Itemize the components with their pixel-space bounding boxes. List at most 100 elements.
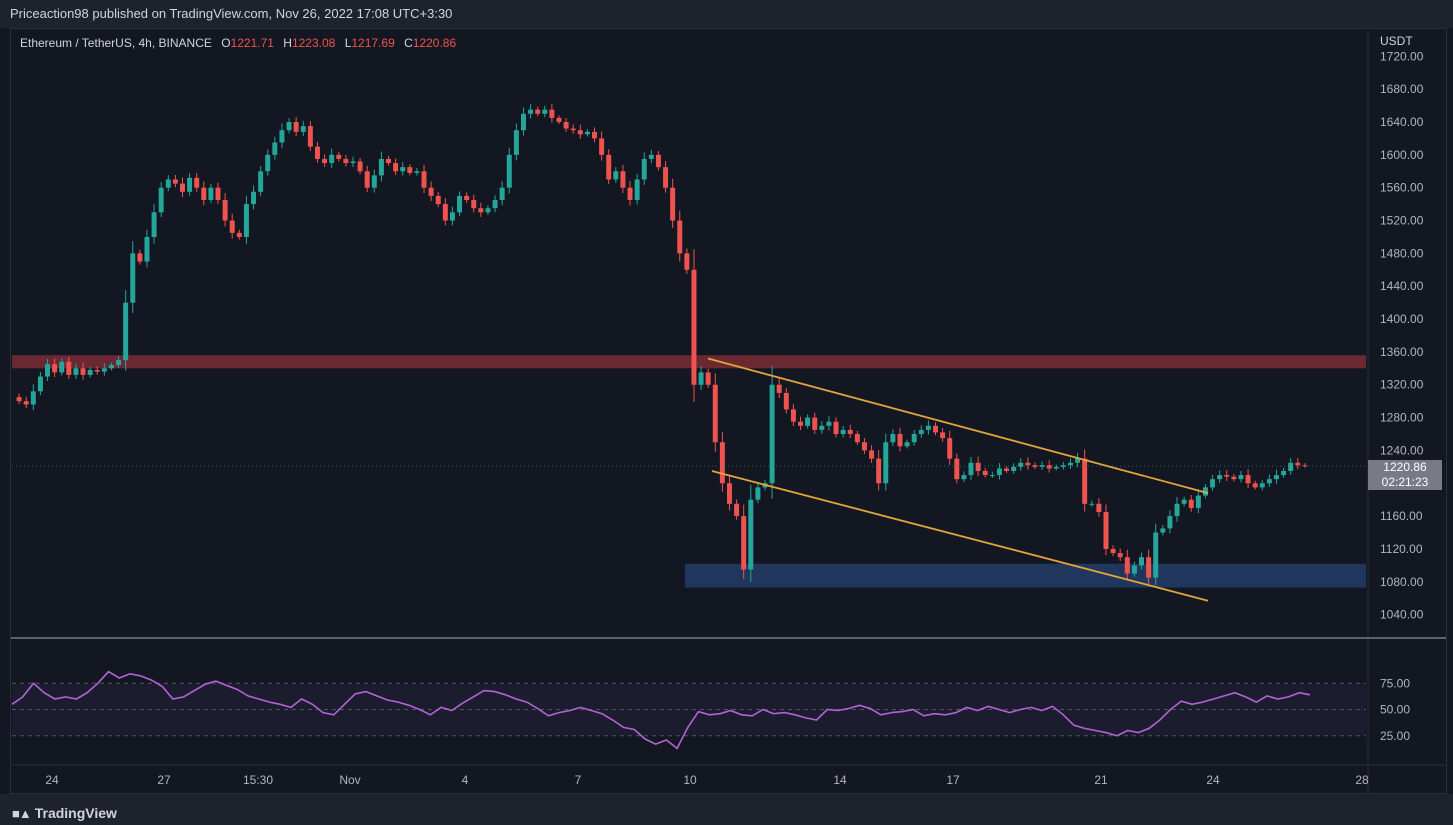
- time-axis-tick: 27: [157, 773, 171, 787]
- candle-body: [1238, 475, 1244, 480]
- open-value: 1221.71: [230, 36, 274, 50]
- last-price-tag: 1220.86 02:21:23: [1368, 460, 1442, 490]
- candle-body: [840, 429, 846, 435]
- candle-body: [606, 154, 612, 180]
- candle-body: [1288, 462, 1294, 471]
- candle-body: [869, 450, 875, 459]
- candle-body: [1067, 462, 1073, 466]
- candle-body: [734, 503, 740, 517]
- candle-body: [1195, 495, 1201, 508]
- candle-body: [613, 171, 619, 180]
- candle-body: [314, 146, 320, 159]
- candle-body: [933, 425, 938, 433]
- candle-body: [897, 434, 903, 447]
- rsi-axis-tick: 25.00: [1380, 729, 1410, 743]
- high-value: 1223.08: [291, 36, 336, 50]
- price-axis-tick: 1680.00: [1380, 82, 1424, 96]
- candle-body: [883, 442, 889, 484]
- candle-body: [457, 195, 463, 213]
- candle-body: [243, 204, 249, 237]
- candle-body: [1146, 557, 1152, 578]
- candle-body: [265, 154, 271, 172]
- candle-body: [364, 171, 370, 188]
- candle-body: [386, 158, 391, 164]
- candle-body: [94, 369, 100, 372]
- candle-body: [222, 200, 228, 221]
- candle-body: [989, 475, 995, 477]
- candle-body: [322, 158, 328, 164]
- candle-body: [101, 368, 107, 372]
- price-axis-tick: 1400.00: [1380, 312, 1424, 326]
- candle-body: [1231, 476, 1237, 480]
- low-label: L: [344, 36, 352, 50]
- candle-body: [805, 417, 811, 426]
- candle-body: [1210, 479, 1216, 488]
- candle-body: [570, 128, 576, 131]
- candle-body: [357, 161, 363, 172]
- candle-body: [634, 179, 640, 201]
- candle-body: [1188, 499, 1194, 508]
- candle-body: [1131, 565, 1137, 574]
- candle-body: [655, 154, 661, 168]
- candle-body: [1018, 462, 1024, 467]
- candle-body: [130, 253, 136, 303]
- candle-body: [1266, 479, 1272, 484]
- candle-body: [464, 195, 470, 201]
- candle-body: [442, 204, 448, 221]
- candle-body: [215, 187, 221, 201]
- candle-body: [428, 187, 434, 196]
- price-axis-tick: 1520.00: [1380, 214, 1424, 228]
- price-axis-tick: 1320.00: [1380, 378, 1424, 392]
- candle-body: [1202, 487, 1208, 496]
- tradingview-logo[interactable]: ■▲ TradingView: [12, 805, 117, 821]
- candle-body: [1032, 465, 1038, 467]
- candle-body: [1103, 512, 1109, 549]
- candle-body: [748, 499, 754, 570]
- candle-body: [1096, 503, 1102, 513]
- candle-body: [201, 187, 207, 201]
- symbol-legend: Ethereum / TetherUS, 4h, BINANCE O1221.7…: [20, 36, 456, 50]
- candle-body: [783, 392, 789, 410]
- candle-body: [1252, 483, 1258, 488]
- candle-body: [80, 368, 86, 375]
- time-axis-tick: 24: [1206, 773, 1220, 787]
- candle-body: [1273, 475, 1279, 480]
- candle-body: [925, 425, 931, 430]
- candle-body: [1259, 483, 1265, 488]
- candle-body: [741, 516, 747, 570]
- candle-body: [996, 468, 1002, 476]
- candle-body: [798, 421, 804, 426]
- channel-lower-line: [711, 470, 1209, 602]
- candle-body: [904, 442, 910, 447]
- candle-body: [954, 458, 960, 480]
- candle-body: [37, 376, 43, 392]
- time-axis-tick: 21: [1094, 773, 1108, 787]
- candle-body: [648, 154, 654, 159]
- candle-body: [1046, 465, 1052, 469]
- price-axis-tick: 1280.00: [1380, 411, 1424, 425]
- candle-body: [556, 117, 562, 122]
- candle-body: [1089, 503, 1095, 505]
- symbol-name[interactable]: Ethereum / TetherUS, 4h, BINANCE: [20, 36, 212, 50]
- candle-body: [194, 177, 200, 188]
- candle-body: [1174, 503, 1180, 517]
- candle-body: [1167, 516, 1173, 529]
- candle-body: [918, 429, 924, 435]
- footer-bar: [0, 794, 1453, 825]
- candle-body: [712, 384, 718, 443]
- rsi-axis-tick: 75.00: [1380, 676, 1410, 690]
- price-axis-tick: 1160.00: [1380, 509, 1423, 523]
- candle-body: [719, 442, 725, 484]
- candle-body: [528, 109, 534, 114]
- close-label: C: [404, 36, 413, 50]
- candle-body: [847, 429, 853, 435]
- candle-body: [414, 171, 420, 173]
- rsi-axis-tick: 50.00: [1380, 703, 1410, 717]
- candle-body: [1281, 470, 1287, 476]
- candle-body: [471, 200, 477, 209]
- candle-body: [1075, 458, 1081, 463]
- tradingview-logo-icon: ■▲: [12, 806, 32, 821]
- candle-body: [535, 109, 541, 114]
- candle-body: [1110, 548, 1116, 554]
